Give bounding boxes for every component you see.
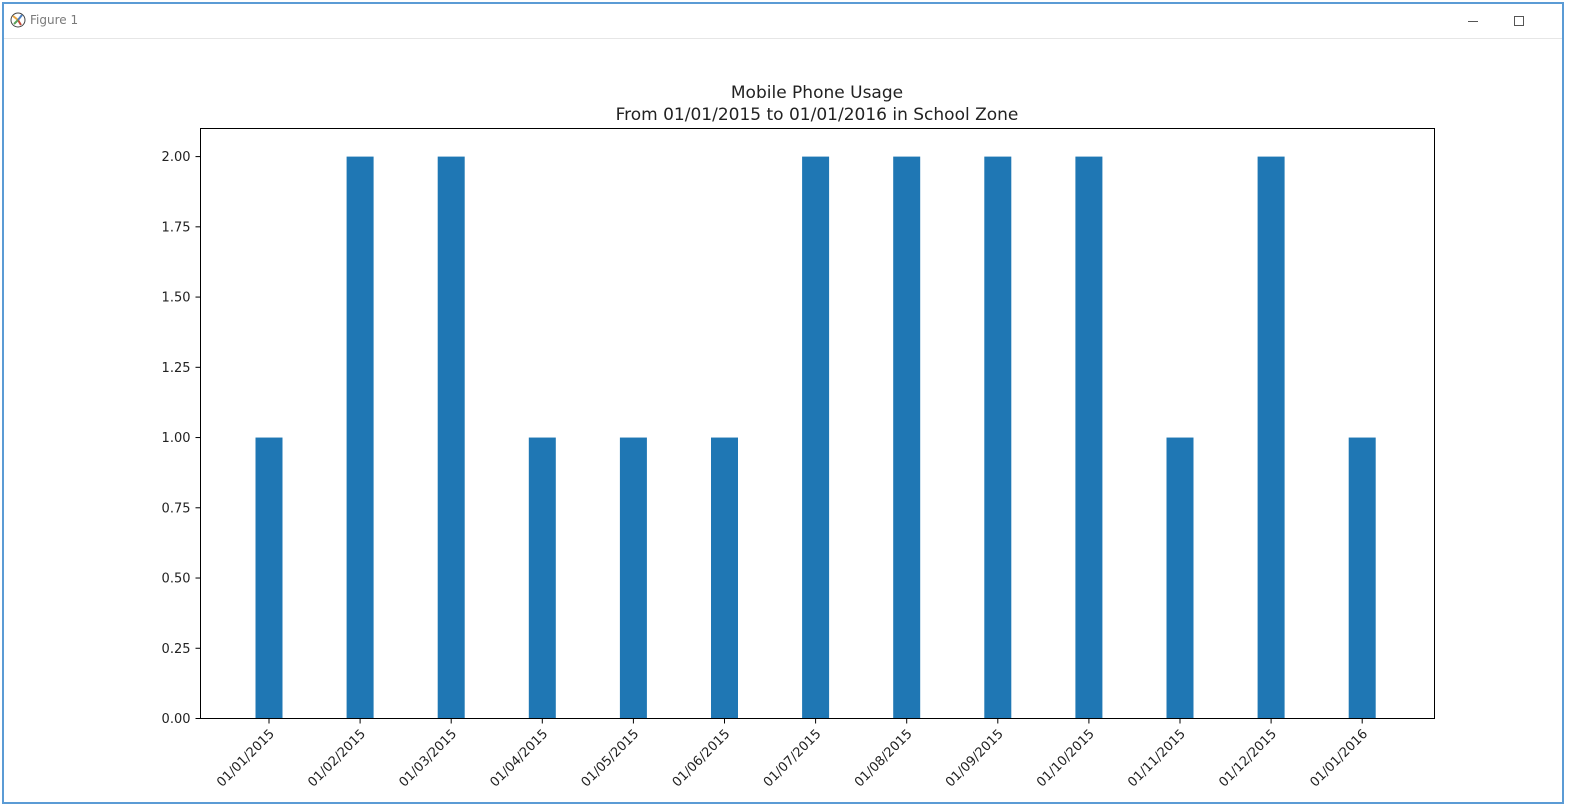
chart-subtitle: From 01/01/2015 to 01/01/2016 in School …: [616, 105, 1019, 125]
y-tick-label: 1.75: [162, 220, 191, 235]
bar-6: [711, 437, 738, 719]
bar-13: [1348, 437, 1376, 719]
x-tick-label: 01/01/2016: [1307, 727, 1371, 791]
x-tick-label: 01/12/2015: [1216, 727, 1280, 791]
bar-2: [346, 156, 374, 719]
bar-10: [1075, 156, 1103, 719]
y-tick-label: 0.50: [162, 572, 191, 587]
chart-title: Mobile Phone Usage: [731, 83, 903, 103]
bar-9: [984, 156, 1012, 719]
y-tick-label: 0.75: [162, 501, 191, 516]
x-tick-label: 01/03/2015: [396, 727, 460, 791]
y-tick-label: 1.00: [162, 431, 191, 446]
bar-7: [802, 156, 830, 719]
bar-4: [528, 437, 556, 719]
window-title: Figure 1: [30, 13, 79, 27]
bar-3: [437, 156, 465, 719]
y-tick-label: 0.00: [162, 712, 191, 727]
y-tick-label: 0.25: [162, 642, 191, 657]
y-tick-label: 2.00: [162, 150, 191, 165]
x-tick-label: 01/02/2015: [305, 727, 369, 791]
maximize-button[interactable]: [1496, 4, 1542, 38]
x-tick-label: 01/11/2015: [1125, 727, 1189, 791]
bar-1: [255, 437, 283, 719]
x-tick-label: 01/09/2015: [943, 727, 1007, 791]
maximize-icon: [1514, 16, 1524, 26]
x-tick-label: 01/01/2015: [214, 727, 278, 791]
y-axis: 0.00 0.25 0.50 0.75 1.00 1.25 1.50 1.75 2.00: [162, 150, 201, 727]
x-tick-label: 01/08/2015: [852, 727, 916, 791]
x-tick-label: 01/05/2015: [579, 727, 643, 791]
bar-5: [619, 437, 647, 719]
x-tick-label: 01/04/2015: [488, 727, 552, 791]
minimize-button[interactable]: [1450, 4, 1496, 38]
x-axis: 01/01/2015 01/02/2015 01/03/2015 01/04/2015…: [214, 718, 1371, 791]
bar-8: [893, 156, 921, 719]
plot-frame: [200, 128, 1435, 719]
y-tick-label: 1.25: [162, 361, 191, 376]
x-tick-label: 01/06/2015: [670, 727, 734, 791]
x-tick-label: 01/07/2015: [761, 727, 825, 791]
matplotlib-figure-icon: [10, 12, 26, 28]
x-tick-label: 01/10/2015: [1034, 727, 1098, 791]
minimize-icon: [1468, 20, 1478, 22]
bar-12: [1257, 156, 1285, 719]
title-bar[interactable]: Figure 1: [4, 4, 1562, 39]
bars-group: [255, 156, 1376, 719]
bar-11: [1166, 437, 1194, 719]
y-tick-label: 1.50: [162, 291, 191, 306]
